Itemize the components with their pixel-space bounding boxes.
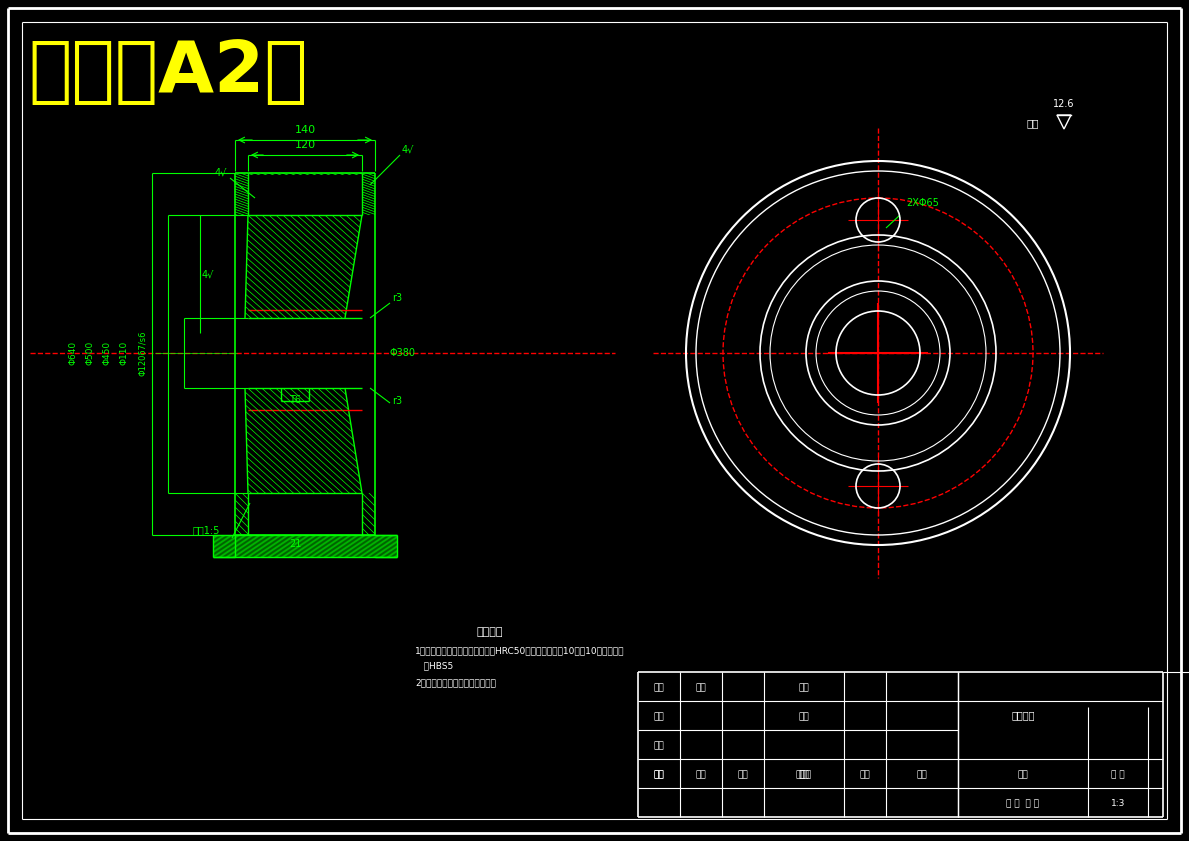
Text: 激活: 激活	[799, 770, 810, 780]
Text: 140: 140	[295, 125, 315, 135]
Text: 重量: 重量	[1018, 770, 1028, 780]
Text: 设计: 设计	[654, 684, 665, 692]
Text: 标记: 标记	[654, 770, 665, 780]
Text: 处数: 处数	[696, 770, 706, 780]
Text: 4√: 4√	[215, 167, 227, 177]
Text: 技术要求: 技术要求	[477, 627, 503, 637]
Text: 2、车轮外表面砂轮基色涂铸钢件: 2、车轮外表面砂轮基色涂铸钢件	[415, 678, 496, 687]
Text: 1、车轮端面淬火处理硬度不低于HRC50，神轮厚不低于10，踏10处硬度不低: 1、车轮端面淬火处理硬度不低于HRC50，神轮厚不低于10，踏10处硬度不低	[415, 646, 624, 655]
Text: Φ500: Φ500	[86, 341, 94, 365]
Text: 1:3: 1:3	[1111, 800, 1125, 808]
Text: 120: 120	[295, 140, 315, 150]
Text: Φ450: Φ450	[102, 341, 112, 365]
Text: 文件名: 文件名	[795, 770, 812, 780]
Text: r3: r3	[392, 293, 402, 303]
Text: Φ380: Φ380	[390, 348, 416, 358]
Text: r3: r3	[392, 396, 402, 406]
Text: 12.6: 12.6	[1053, 99, 1075, 109]
Text: 4√: 4√	[402, 144, 415, 154]
Text: 比 例: 比 例	[1112, 770, 1125, 780]
Text: 胶钱事记: 胶钱事记	[1012, 711, 1034, 721]
Text: 斜槽1:5: 斜槽1:5	[193, 525, 220, 535]
Text: 牛圈: 牛圈	[696, 684, 706, 692]
Text: Φ640: Φ640	[69, 341, 77, 365]
Text: 签字: 签字	[860, 770, 870, 780]
Text: 激活: 激活	[799, 684, 810, 692]
Text: 描板: 描板	[654, 742, 665, 750]
Text: Φ120δ7/s6: Φ120δ7/s6	[138, 331, 147, 376]
Text: 大车轮A2纸: 大车轮A2纸	[29, 38, 308, 107]
Text: 日期: 日期	[917, 770, 927, 780]
Text: T6: T6	[289, 395, 301, 405]
Text: 分区: 分区	[737, 770, 748, 780]
Text: 于HBS5: 于HBS5	[415, 661, 453, 670]
Text: 2XΦ65: 2XΦ65	[906, 198, 939, 208]
Text: 学史: 学史	[799, 712, 810, 722]
Text: 工艺: 工艺	[654, 770, 665, 780]
Text: 4√: 4√	[202, 269, 214, 279]
Text: 其余: 其余	[1027, 118, 1039, 128]
Text: 制图: 制图	[654, 712, 665, 722]
Text: 21: 21	[289, 539, 301, 549]
Text: 共 张  第 张: 共 张 第 张	[1007, 800, 1039, 808]
Text: Φ110: Φ110	[120, 341, 128, 365]
